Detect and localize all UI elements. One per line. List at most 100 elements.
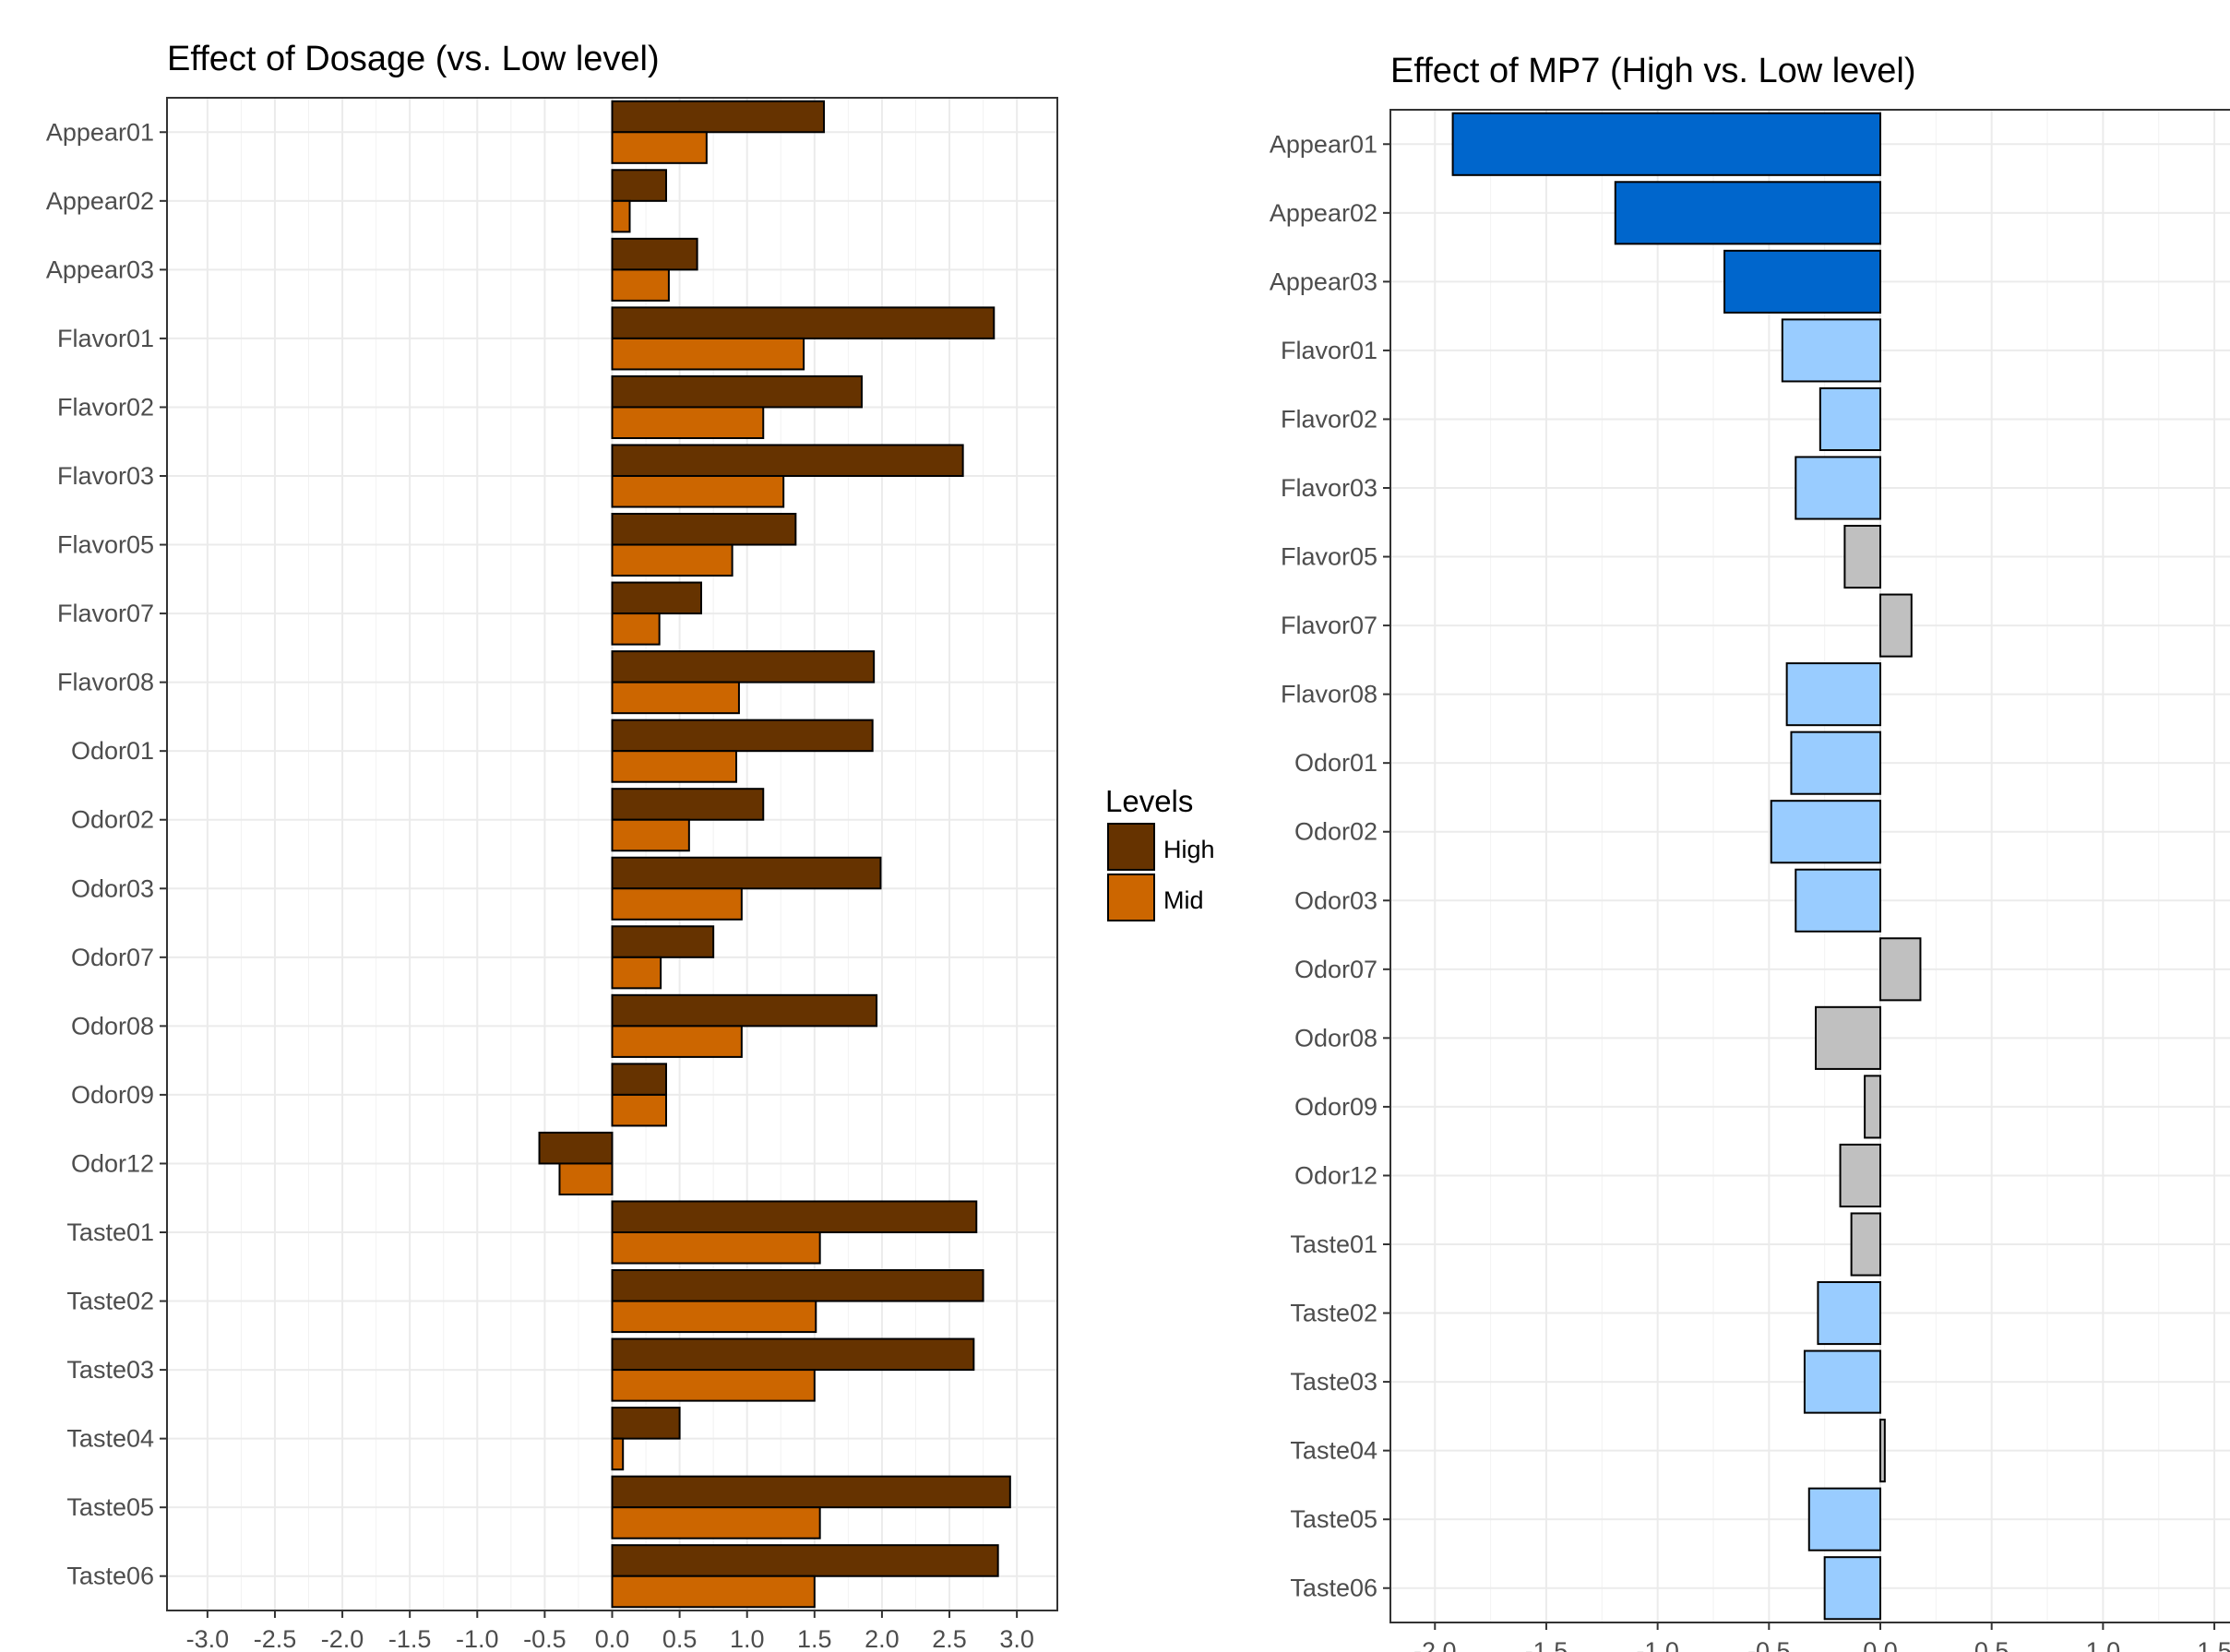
legend-key-high <box>1107 823 1155 871</box>
bar-flavor05 <box>1843 525 1882 589</box>
bar-mid-odor08 <box>611 1025 743 1058</box>
y-tick-label-odor09: Odor09 <box>1294 1093 1377 1121</box>
mp7-bars <box>1451 112 1922 1621</box>
bar-mid-appear01 <box>611 131 708 164</box>
bar-flavor01 <box>1781 318 1882 383</box>
levels-legend: Levels High Mid <box>1105 784 1215 921</box>
legend-title: Levels <box>1105 784 1193 818</box>
x-tick-label: 0.5 <box>662 1625 698 1652</box>
bar-high-odor08 <box>611 993 878 1028</box>
y-tick-label-taste03: Taste03 <box>66 1356 154 1384</box>
legend-key-mid <box>1107 874 1155 921</box>
bar-appear01 <box>1451 112 1881 176</box>
bar-appear02 <box>1614 181 1881 245</box>
bar-high-odor12 <box>538 1131 614 1165</box>
x-tick-label: 2.5 <box>932 1625 967 1652</box>
bar-appear03 <box>1723 249 1881 314</box>
y-tick-label-odor01: Odor01 <box>1294 749 1377 777</box>
bar-high-flavor05 <box>611 513 797 546</box>
bar-high-flavor01 <box>611 306 996 339</box>
bar-mid-flavor05 <box>611 543 733 577</box>
y-tick-label-flavor02: Flavor02 <box>57 393 154 421</box>
bar-odor12 <box>1839 1143 1882 1207</box>
x-tick-label: 0.5 <box>1974 1637 2009 1652</box>
dosage-panel: Effect of Dosage (vs. Low level) Appear0… <box>46 40 1058 1652</box>
x-tick-label: 1.5 <box>797 1625 832 1652</box>
y-tick-label-taste01: Taste01 <box>66 1218 154 1246</box>
bar-mid-appear02 <box>611 199 631 233</box>
y-tick-label-odor08: Odor08 <box>71 1012 154 1040</box>
bar-mid-flavor07 <box>611 612 661 646</box>
y-tick-label-appear02: Appear02 <box>1270 199 1377 227</box>
bar-flavor03 <box>1795 456 1882 520</box>
y-tick-label-flavor08: Flavor08 <box>1281 681 1377 708</box>
mp7-chart-title: Effect of MP7 (High vs. Low level) <box>1390 52 1916 90</box>
y-tick-label-taste05: Taste05 <box>66 1493 154 1521</box>
y-tick-label-odor01: Odor01 <box>71 737 154 765</box>
bar-taste04 <box>1879 1419 1886 1483</box>
y-tick-label-odor08: Odor08 <box>1294 1024 1377 1052</box>
bar-high-odor02 <box>611 788 765 821</box>
y-tick-label-flavor08: Flavor08 <box>57 669 154 696</box>
y-tick-label-taste03: Taste03 <box>1290 1368 1377 1396</box>
legend-label-mid: Mid <box>1163 886 1204 914</box>
x-tick-label: 1.0 <box>730 1625 765 1652</box>
y-tick-label-odor12: Odor12 <box>1294 1161 1377 1189</box>
bar-odor09 <box>1864 1075 1881 1139</box>
bar-mid-flavor02 <box>611 406 765 440</box>
x-tick-label: -2.5 <box>254 1625 297 1652</box>
x-tick-label: -1.0 <box>456 1625 499 1652</box>
x-tick-label: 1.0 <box>2086 1637 2121 1652</box>
y-tick-label-taste02: Taste02 <box>1290 1300 1377 1327</box>
bar-mid-taste03 <box>611 1369 816 1402</box>
bar-odor02 <box>1770 800 1881 864</box>
y-tick-label-odor03: Odor03 <box>1294 886 1377 914</box>
y-tick-label-flavor03: Flavor03 <box>1281 474 1377 502</box>
y-tick-label-odor03: Odor03 <box>71 874 154 902</box>
bar-flavor08 <box>1785 662 1882 727</box>
x-tick-label: -0.5 <box>523 1625 566 1652</box>
y-tick-label-taste06: Taste06 <box>66 1563 154 1590</box>
mp7-y-axis: Appear01 Appear02 Appear03 Flavor01 Flavor02… <box>1270 130 1390 1602</box>
bar-mid-odor09 <box>611 1093 667 1127</box>
x-tick-label: 0.0 <box>595 1625 630 1652</box>
x-tick-label: -2.0 <box>1413 1637 1457 1652</box>
mp7-plot-border <box>1389 109 2230 1623</box>
y-tick-label-flavor07: Flavor07 <box>57 600 154 627</box>
bar-high-flavor07 <box>611 581 702 615</box>
x-tick-label: 0.0 <box>1863 1637 1898 1652</box>
bar-mid-odor02 <box>611 818 690 852</box>
y-tick-label-appear01: Appear01 <box>1270 130 1377 158</box>
bar-high-taste05 <box>611 1475 1011 1509</box>
bar-mid-flavor08 <box>611 681 740 715</box>
bar-mid-taste05 <box>611 1506 821 1539</box>
y-tick-label-flavor05: Flavor05 <box>57 531 154 559</box>
mp7-x-axis: -2.0-1.5-1.0-0.50.00.51.01.52.0 <box>1413 1622 2230 1652</box>
y-tick-label-odor02: Odor02 <box>71 806 154 834</box>
dosage-x-axis: -3.0 -2.5 -2.0 -1.5 -1.0 -0.5 0.0 0.5 1.0 1.5 2.0 2… <box>186 1610 1034 1652</box>
dosage-y-axis: Appear01 Appear02 Appear03 Flavor01 Flavor02… <box>46 118 167 1590</box>
bar-mid-flavor01 <box>611 337 805 371</box>
y-tick-label-appear02: Appear02 <box>46 187 154 215</box>
x-tick-label: -1.5 <box>388 1625 432 1652</box>
x-tick-label: -1.0 <box>1636 1637 1679 1652</box>
y-tick-label-flavor07: Flavor07 <box>1281 612 1377 639</box>
y-tick-label-taste01: Taste01 <box>1290 1230 1377 1258</box>
y-tick-label-taste06: Taste06 <box>1290 1575 1377 1602</box>
y-tick-label-flavor03: Flavor03 <box>57 462 154 490</box>
bar-mid-odor03 <box>611 887 743 921</box>
x-tick-label: -3.0 <box>186 1625 230 1652</box>
bar-flavor02 <box>1819 386 1881 451</box>
x-tick-label: 2.0 <box>865 1625 900 1652</box>
mp7-panel: Effect of MP7 (High vs. Low level) Appea… <box>1270 52 2230 1652</box>
bar-high-taste01 <box>611 1200 978 1234</box>
x-tick-label: 3.0 <box>999 1625 1034 1652</box>
y-tick-label-flavor01: Flavor01 <box>57 325 154 352</box>
y-tick-label-taste02: Taste02 <box>66 1288 154 1315</box>
x-tick-label: -1.5 <box>1525 1637 1568 1652</box>
y-tick-label-taste05: Taste05 <box>1290 1505 1377 1533</box>
y-tick-label-odor09: Odor09 <box>71 1081 154 1109</box>
y-tick-label-appear01: Appear01 <box>46 118 154 146</box>
bar-taste05 <box>1807 1487 1882 1551</box>
